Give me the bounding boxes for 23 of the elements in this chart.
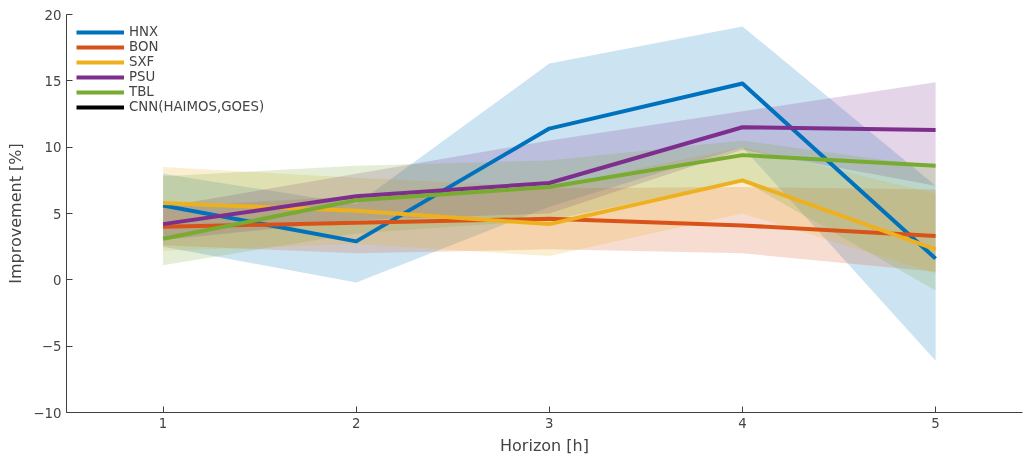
y-tick-label: 0 (53, 272, 62, 288)
line-series (161, 178, 938, 252)
y-tick-label: 15 (44, 73, 62, 89)
y-axis-title: Improvement [%] (6, 143, 26, 284)
legend-label: TBL (129, 84, 154, 99)
legend-label: PSU (129, 69, 156, 84)
x-tick-label: 3 (545, 415, 554, 431)
x-axis-title: Horizon [h] (500, 435, 589, 455)
line-series (161, 153, 938, 241)
x-tick-label: 1 (158, 415, 168, 431)
x-tick-label: 5 (931, 415, 940, 431)
legend-label: CNN(HAIMOS,GOES) (129, 99, 265, 114)
line-series (161, 125, 938, 227)
y-tick-label: 10 (44, 140, 62, 156)
legend-label: HNX (129, 24, 159, 39)
y-tick-label: 5 (53, 206, 62, 222)
y-tick-label: −10 (33, 405, 62, 421)
x-tick-label: 2 (351, 415, 361, 431)
legend-label: SXF (129, 54, 155, 69)
y-tick-label: 20 (44, 7, 62, 23)
legend-label: BON (129, 39, 159, 54)
y-tick-label: −5 (41, 339, 62, 355)
x-tick-label: 4 (738, 415, 747, 431)
